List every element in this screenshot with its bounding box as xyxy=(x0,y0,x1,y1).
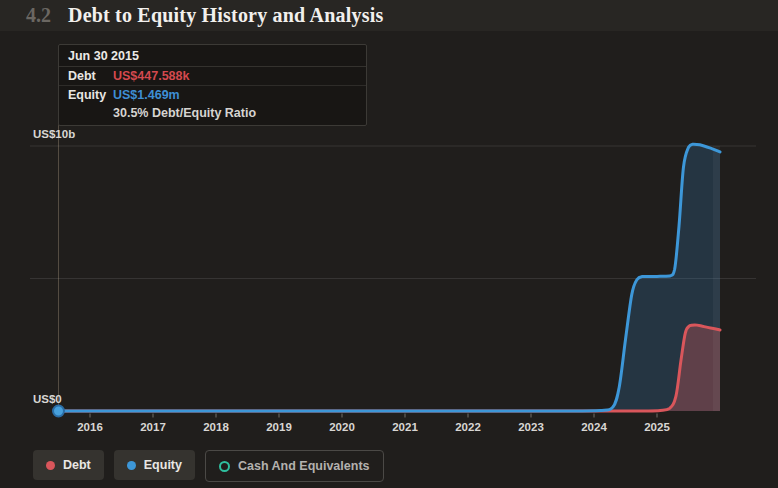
tooltip-debt-value: US$447.588k xyxy=(113,69,189,83)
equity-line xyxy=(59,144,721,411)
x-tick-label: 2025 xyxy=(644,421,670,433)
legend-chip-debt[interactable]: Debt xyxy=(33,450,104,480)
x-tick-label: 2023 xyxy=(518,421,544,433)
tooltip-date: Jun 30 2015 xyxy=(59,45,366,67)
x-tick-label: 2022 xyxy=(455,421,481,433)
x-tick-label: 2018 xyxy=(203,421,229,433)
x-tick-label: 2016 xyxy=(77,421,103,433)
x-tick-label: 2020 xyxy=(329,421,355,433)
legend-chip-cash-and-equivalents[interactable]: Cash And Equivalents xyxy=(205,450,384,482)
chart-legend: Debt Equity Cash And Equivalents xyxy=(33,450,384,482)
x-tick-label: 2019 xyxy=(266,421,292,433)
debt-dot-icon xyxy=(46,461,55,470)
x-tick-label: 2024 xyxy=(581,421,607,433)
tooltip-debt-label: Debt xyxy=(68,69,113,83)
tooltip-ratio-row: 30.5% Debt/Equity Ratio xyxy=(59,104,366,125)
y-tick-label: US$0 xyxy=(33,393,62,405)
legend-label-cash: Cash And Equivalents xyxy=(238,459,370,473)
recent-highlight xyxy=(713,146,720,411)
tooltip-equity-value: US$1.469m xyxy=(113,88,180,102)
x-tick-label: 2017 xyxy=(140,421,166,433)
legend-chip-equity[interactable]: Equity xyxy=(114,450,195,480)
tooltip-equity-row: Equity US$1.469m xyxy=(59,86,366,104)
x-tick-label: 2021 xyxy=(392,421,418,433)
y-tick-label: US$10b xyxy=(33,128,75,140)
legend-label-equity: Equity xyxy=(144,458,182,472)
chart-tooltip: Jun 30 2015 Debt US$447.588k Equity US$1… xyxy=(58,44,367,126)
equity-dot-icon xyxy=(127,461,136,470)
tooltip-equity-label: Equity xyxy=(68,88,113,102)
hover-point xyxy=(53,406,64,417)
cash-ring-icon xyxy=(219,461,230,472)
tooltip-ratio-value: 30.5% Debt/Equity Ratio xyxy=(113,106,256,120)
tooltip-debt-row: Debt US$447.588k xyxy=(59,67,366,86)
legend-label-debt: Debt xyxy=(63,458,91,472)
